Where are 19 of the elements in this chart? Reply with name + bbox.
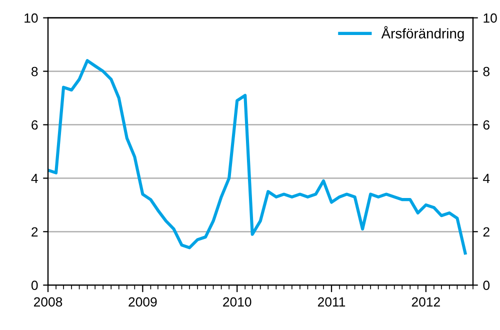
y-tick-label: 2	[32, 227, 38, 236]
x-tick-label: 2010	[223, 297, 252, 307]
y2-tick-label: 8	[483, 66, 490, 76]
x-tick-label: 2009	[128, 297, 157, 307]
y2-tick-label: 0	[483, 280, 490, 290]
y2-tick-label: 4	[483, 174, 490, 183]
y2-tick-label: 10	[484, 13, 497, 23]
y-tick-label: 0	[31, 280, 38, 290]
x-tick-label: 2008	[34, 297, 62, 307]
y2-tick-label: 2	[483, 227, 490, 236]
y-tick-label: 4	[31, 174, 38, 183]
y-tick-label: 6	[32, 120, 38, 130]
line-series	[48, 59, 467, 255]
x-tick-label: 2012	[412, 297, 440, 307]
y-tick-label: 8	[32, 66, 38, 76]
y-tick-label: 10	[24, 13, 38, 23]
legend-label: Årsförändring	[381, 26, 464, 42]
y2-tick-label: 6	[483, 120, 490, 130]
x-tick-label: 2011	[318, 297, 346, 307]
